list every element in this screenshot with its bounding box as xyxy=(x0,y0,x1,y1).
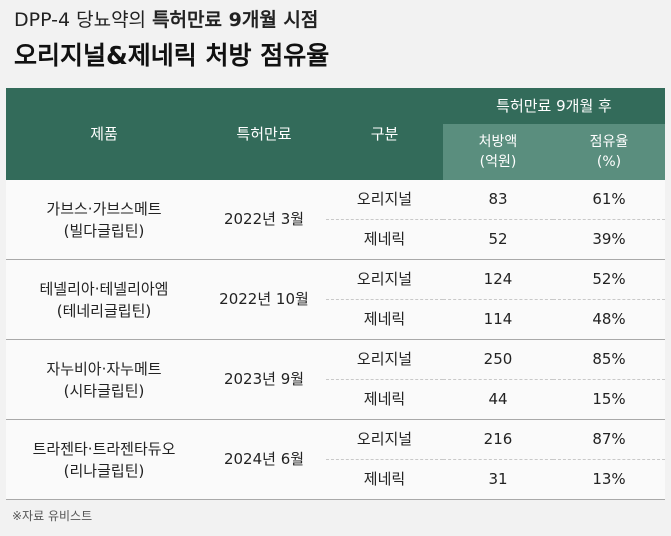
header-amount-label: 처방액 xyxy=(478,134,518,150)
share-cell: 52% xyxy=(553,259,665,300)
type-cell: 제네릭 xyxy=(326,379,443,420)
header-share-unit: (%) xyxy=(596,154,622,170)
product-cell: 테넬리아·테넬리아엠 (테네리글립틴) xyxy=(6,259,202,340)
type-cell: 제네릭 xyxy=(326,299,443,340)
amount-cell: 216 xyxy=(443,419,553,460)
header-after-9-months: 특허만료 9개월 후 xyxy=(443,88,665,124)
product-name: 가브스·가브스메트 xyxy=(46,199,162,218)
type-cell: 오리지널 xyxy=(326,339,443,380)
table-row: 트라젠타·트라젠타듀오 (리나글립틴) 2024년 6월 오리지널 216 87% xyxy=(6,419,665,500)
amount-cell: 31 xyxy=(443,459,553,500)
expiry-cell: 2022년 10월 xyxy=(202,259,326,340)
header-expiry: 특허만료 xyxy=(202,88,326,180)
header-product: 제품 xyxy=(6,88,202,180)
type-cell: 제네릭 xyxy=(326,219,443,260)
amount-cell: 124 xyxy=(443,259,553,300)
table-row: 제네릭 114 48% xyxy=(6,299,665,340)
table-row: 자누비아·자누메트 (시타글립틴) 2023년 9월 오리지널 250 85% xyxy=(6,339,665,420)
product-cell: 트라젠타·트라젠타듀오 (리나글립틴) xyxy=(6,419,202,500)
chart-title: 오리지널&제네릭 처방 점유율 xyxy=(14,41,330,70)
product-name: 트라젠타·트라젠타듀오 xyxy=(32,439,176,458)
header-share: 점유율 (%) xyxy=(553,124,665,180)
product-ingredient: (테네리글립틴) xyxy=(56,301,152,320)
product-name: 테넬리아·테넬리아엠 xyxy=(39,279,169,298)
share-cell: 85% xyxy=(553,339,665,380)
share-cell: 39% xyxy=(553,219,665,260)
expiry-cell: 2022년 3월 xyxy=(202,180,326,260)
product-name: 자누비아·자누메트 xyxy=(46,359,162,378)
type-cell: 오리지널 xyxy=(326,259,443,300)
source-note: ※자료 유비스트 xyxy=(12,509,93,523)
table-row: 제네릭 44 15% xyxy=(6,379,665,420)
header-share-label: 점유율 xyxy=(589,134,629,150)
chart-supertitle: DPP-4 당뇨약의 특허만료 9개월 시점 xyxy=(14,6,318,34)
amount-cell: 83 xyxy=(443,180,553,220)
product-ingredient: (빌다글립틴) xyxy=(63,221,145,240)
supertitle-prefix: DPP-4 당뇨약의 xyxy=(14,9,153,31)
share-cell: 61% xyxy=(553,180,665,220)
amount-cell: 114 xyxy=(443,299,553,340)
product-cell: 자누비아·자누메트 (시타글립틴) xyxy=(6,339,202,420)
product-ingredient: (시타글립틴) xyxy=(63,381,145,400)
amount-cell: 44 xyxy=(443,379,553,420)
share-cell: 87% xyxy=(553,419,665,460)
header-type: 구분 xyxy=(326,88,443,180)
type-cell: 오리지널 xyxy=(326,180,443,220)
expiry-cell: 2023년 9월 xyxy=(202,339,326,420)
type-cell: 오리지널 xyxy=(326,419,443,460)
header-amount-unit: (억원) xyxy=(479,154,517,170)
share-cell: 48% xyxy=(553,299,665,340)
table-row: 제네릭 31 13% xyxy=(6,459,665,500)
table-row: 테넬리아·테넬리아엠 (테네리글립틴) 2022년 10월 오리지널 124 52… xyxy=(6,259,665,340)
amount-cell: 250 xyxy=(443,339,553,380)
share-cell: 15% xyxy=(553,379,665,420)
supertitle-bold: 특허만료 9개월 시점 xyxy=(152,9,319,31)
header-amount: 처방액 (억원) xyxy=(443,124,553,180)
prescription-share-table: 제품 특허만료 구분 특허만료 9개월 후 처방액 (억원) 점유율 (%) 가브스… xyxy=(6,88,665,500)
product-ingredient: (리나글립틴) xyxy=(63,461,145,480)
table-row: 제네릭 52 39% xyxy=(6,219,665,260)
type-cell: 제네릭 xyxy=(326,459,443,500)
table-row: 가브스·가브스메트 (빌다글립틴) 2022년 3월 오리지널 83 61% xyxy=(6,180,665,260)
share-cell: 13% xyxy=(553,459,665,500)
amount-cell: 52 xyxy=(443,219,553,260)
expiry-cell: 2024년 6월 xyxy=(202,419,326,500)
product-cell: 가브스·가브스메트 (빌다글립틴) xyxy=(6,180,202,260)
